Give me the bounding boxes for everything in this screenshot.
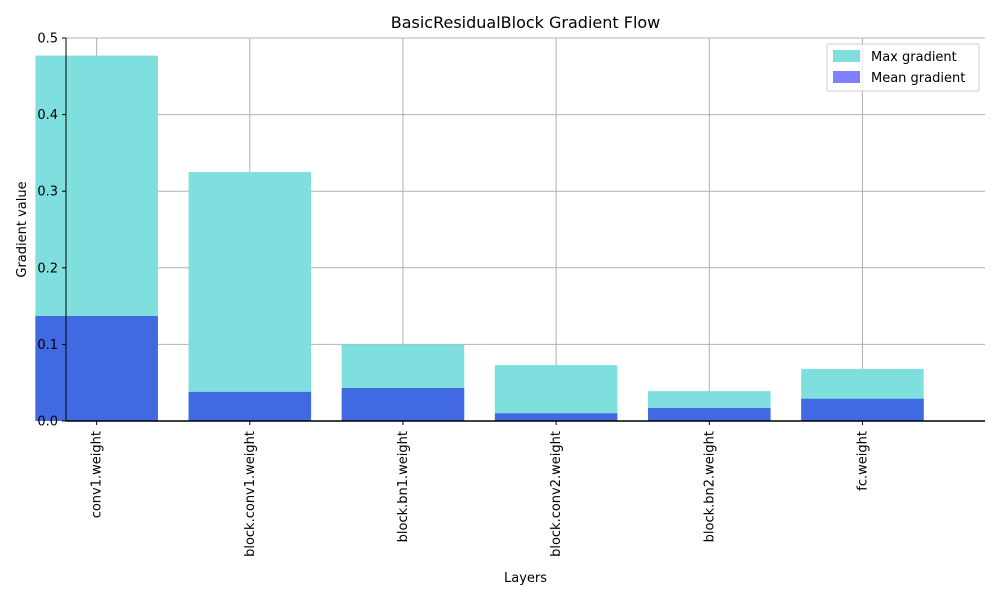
tick-labels: 0.0 0.1 0.2 0.3 0.4 0.5 conv1.weight block.conv…: [37, 32, 870, 557]
chart-title: BasicResidualBlock Gradient Flow: [391, 13, 661, 32]
legend: Max gradient Mean gradient: [826, 43, 980, 92]
legend-swatch-max-gradient: [833, 50, 860, 62]
y-tick-label: 0.5: [37, 32, 58, 47]
y-tick-label: 0.1: [37, 338, 58, 353]
bar-mean-gradient: [494, 413, 618, 421]
axes: [62, 37, 985, 425]
x-tick-label: conv1.weight: [90, 431, 105, 518]
y-tick-label: 0.2: [37, 261, 58, 276]
x-axis-title: Layers: [504, 571, 547, 586]
y-tick-label: 0.0: [37, 415, 58, 430]
bar-mean-gradient: [341, 388, 465, 421]
legend-label-mean-gradient: Mean gradient: [871, 71, 965, 86]
y-tick-label: 0.4: [37, 108, 58, 123]
bar-max-gradient: [494, 365, 618, 421]
x-tick-label: block.bn2.weight: [702, 431, 717, 542]
y-axis-title: Gradient value: [15, 181, 30, 277]
bar-mean-gradient: [188, 391, 312, 421]
y-tick-label: 0.3: [37, 185, 58, 200]
x-tick-label: block.bn1.weight: [396, 431, 411, 542]
legend-swatch-mean-gradient: [833, 71, 860, 83]
x-tick-label: block.conv1.weight: [243, 431, 258, 557]
bar-mean-gradient: [35, 316, 158, 421]
bars: [35, 55, 924, 421]
bar-mean-gradient: [648, 407, 771, 421]
x-tick-label: fc.weight: [855, 431, 870, 491]
legend-label-max-gradient: Max gradient: [871, 50, 957, 65]
bar-max-gradient: [188, 172, 312, 421]
x-tick-label: block.conv2.weight: [549, 431, 564, 557]
legend-box: [826, 43, 980, 92]
bar-mean-gradient: [801, 398, 924, 421]
